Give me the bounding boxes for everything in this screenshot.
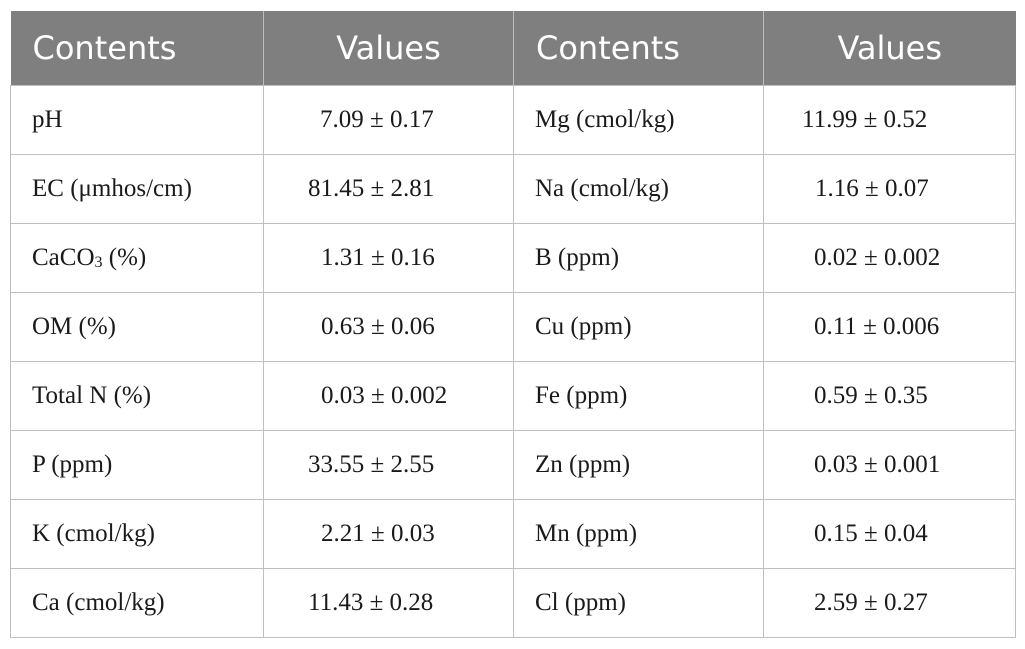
value-right: 0.11 ± 0.006 bbox=[763, 292, 1016, 362]
content-label-right: Mn (ppm) bbox=[513, 499, 764, 569]
table-row: Ca (cmol/kg) 11.43 ± 0.28 Cl (ppm) 2.59 … bbox=[10, 568, 1016, 638]
value-left: 0.63 ± 0.06 bbox=[263, 292, 514, 362]
value-right: 2.59 ± 0.27 bbox=[763, 568, 1016, 638]
content-label-left: Ca (cmol/kg) bbox=[10, 568, 264, 638]
value-left: 7.09 ± 0.17 bbox=[263, 85, 514, 155]
content-label-left: pH bbox=[10, 85, 264, 155]
header-contents-2: Contents bbox=[513, 11, 764, 86]
content-label-right: Cu (ppm) bbox=[513, 292, 764, 362]
table-row: CaCO3 (%) 1.31 ± 0.16 B (ppm) 0.02 ± 0.0… bbox=[10, 223, 1016, 293]
content-label-right: Na (cmol/kg) bbox=[513, 154, 764, 224]
table-row: K (cmol/kg) 2.21 ± 0.03 Mn (ppm) 0.15 ± … bbox=[10, 499, 1016, 569]
soil-properties-table-container: Contents Values Contents Values pH 7.09 … bbox=[10, 11, 1016, 638]
value-left: 0.03 ± 0.002 bbox=[263, 361, 514, 431]
table-body: pH 7.09 ± 0.17 Mg (cmol/kg) 11.99 ± 0.52… bbox=[10, 85, 1016, 638]
header-contents-1: Contents bbox=[10, 11, 264, 86]
content-label-right: Mg (cmol/kg) bbox=[513, 85, 764, 155]
caco3-text: CaCO bbox=[32, 244, 95, 271]
content-label-right: B (ppm) bbox=[513, 223, 764, 293]
table-row: EC (μmhos/cm) 81.45 ± 2.81 Na (cmol/kg) … bbox=[10, 154, 1016, 224]
content-label-left: CaCO3 (%) bbox=[10, 223, 264, 293]
content-label-left: EC (μmhos/cm) bbox=[10, 154, 264, 224]
table-row: OM (%) 0.63 ± 0.06 Cu (ppm) 0.11 ± 0.006 bbox=[10, 292, 1016, 362]
value-right: 1.16 ± 0.07 bbox=[763, 154, 1016, 224]
value-right: 0.02 ± 0.002 bbox=[763, 223, 1016, 293]
header-row: Contents Values Contents Values bbox=[10, 11, 1016, 86]
content-label-left: Total N (%) bbox=[10, 361, 264, 431]
value-left: 11.43 ± 0.28 bbox=[263, 568, 514, 638]
table-row: P (ppm) 33.55 ± 2.55 Zn (ppm) 0.03 ± 0.0… bbox=[10, 430, 1016, 500]
value-right: 0.03 ± 0.001 bbox=[763, 430, 1016, 500]
value-left: 81.45 ± 2.81 bbox=[263, 154, 514, 224]
soil-properties-table: Contents Values Contents Values pH 7.09 … bbox=[10, 11, 1016, 638]
table-row: Total N (%) 0.03 ± 0.002 Fe (ppm) 0.59 ±… bbox=[10, 361, 1016, 431]
content-label-right: Zn (ppm) bbox=[513, 430, 764, 500]
value-right: 0.15 ± 0.04 bbox=[763, 499, 1016, 569]
value-left: 2.21 ± 0.03 bbox=[263, 499, 514, 569]
caco3-subscript: 3 bbox=[94, 254, 103, 271]
content-label-left: K (cmol/kg) bbox=[10, 499, 264, 569]
content-label-left: OM (%) bbox=[10, 292, 264, 362]
caco3-unit: (%) bbox=[102, 244, 147, 271]
header-values-1: Values bbox=[263, 11, 514, 86]
value-left: 1.31 ± 0.16 bbox=[263, 223, 514, 293]
header-values-2: Values bbox=[763, 11, 1016, 86]
table-header: Contents Values Contents Values bbox=[10, 11, 1016, 86]
value-left: 33.55 ± 2.55 bbox=[263, 430, 514, 500]
value-right: 0.59 ± 0.35 bbox=[763, 361, 1016, 431]
content-label-right: Fe (ppm) bbox=[513, 361, 764, 431]
content-label-left: P (ppm) bbox=[10, 430, 264, 500]
table-row: pH 7.09 ± 0.17 Mg (cmol/kg) 11.99 ± 0.52 bbox=[10, 85, 1016, 155]
value-right: 11.99 ± 0.52 bbox=[763, 85, 1016, 155]
content-label-right: Cl (ppm) bbox=[513, 568, 764, 638]
